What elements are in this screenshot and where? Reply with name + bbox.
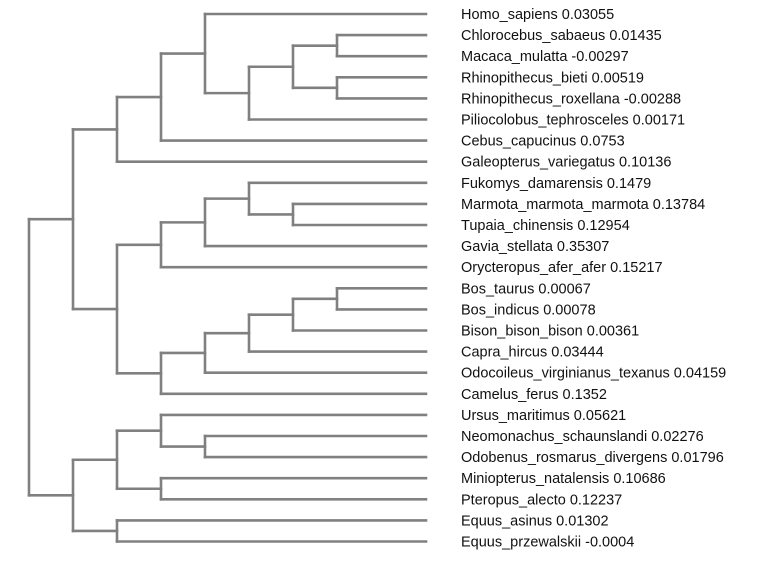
leaf-label-homo-sapiens: Homo_sapiens 0.03055 xyxy=(461,7,614,23)
leaf-label-miniopterus-natalensis: Miniopterus_natalensis 0.10686 xyxy=(461,471,666,487)
leaf-label-neomonachus-schaunslandi: Neomonachus_schaunslandi 0.02276 xyxy=(461,429,704,445)
tree-branches xyxy=(27,12,428,543)
leaf-label-capra-hircus: Capra_hircus 0.03444 xyxy=(461,345,604,361)
leaf-label-gavia-stellata: Gavia_stellata 0.35307 xyxy=(461,239,609,255)
leaf-label-odobenus-rosmarus-divergens: Odobenus_rosmarus_divergens 0.01796 xyxy=(461,450,724,466)
leaf-label-marmota-marmota-marmota: Marmota_marmota_marmota 0.13784 xyxy=(461,197,705,213)
leaf-label-tupaia-chinensis: Tupaia_chinensis 0.12954 xyxy=(461,218,630,234)
leaf-label-equus-asinus: Equus_asinus 0.01302 xyxy=(461,513,609,529)
leaf-label-bison-bison-bison: Bison_bison_bison 0.00361 xyxy=(461,324,639,340)
leaf-label-macaca-mulatta: Macaca_mulatta -0.00297 xyxy=(461,49,629,65)
leaf-label-fukomys-damarensis: Fukomys_damarensis 0.1479 xyxy=(461,176,651,192)
leaf-label-galeopterus-variegatus: Galeopterus_variegatus 0.10136 xyxy=(461,155,671,171)
leaf-label-bos-indicus: Bos_indicus 0.00078 xyxy=(461,302,596,318)
leaf-label-cebus-capucinus: Cebus_capucinus 0.0753 xyxy=(461,134,625,150)
leaf-label-chlorocebus-sabaeus: Chlorocebus_sabaeus 0.01435 xyxy=(461,28,662,44)
leaf-label-rhinopithecus-bieti: Rhinopithecus_bieti 0.00519 xyxy=(461,70,644,86)
leaf-label-bos-taurus: Bos_taurus 0.00067 xyxy=(461,281,591,297)
leaf-label-camelus-ferus: Camelus_ferus 0.1352 xyxy=(461,387,607,403)
leaf-label-ursus-maritimus: Ursus_maritimus 0.05621 xyxy=(461,408,626,424)
leaf-label-equus-przewalskii: Equus_przewalskii -0.0004 xyxy=(461,535,634,551)
leaf-label-rhinopithecus-roxellana: Rhinopithecus_roxellana -0.00288 xyxy=(461,91,681,107)
leaf-label-odocoileus-virginianus-texanus: Odocoileus_virginianus_texanus 0.04159 xyxy=(461,366,726,382)
leaf-labels: Homo_sapiens 0.03055 Chlorocebus_sabaeus … xyxy=(461,7,726,551)
leaf-label-piliocolobus-tephrosceles: Piliocolobus_tephrosceles 0.00171 xyxy=(461,113,685,129)
leaf-label-pteropus-alecto: Pteropus_alecto 0.12237 xyxy=(461,492,622,508)
leaf-label-orycteropus-afer-afer: Orycteropus_afer_afer 0.15217 xyxy=(461,260,663,276)
